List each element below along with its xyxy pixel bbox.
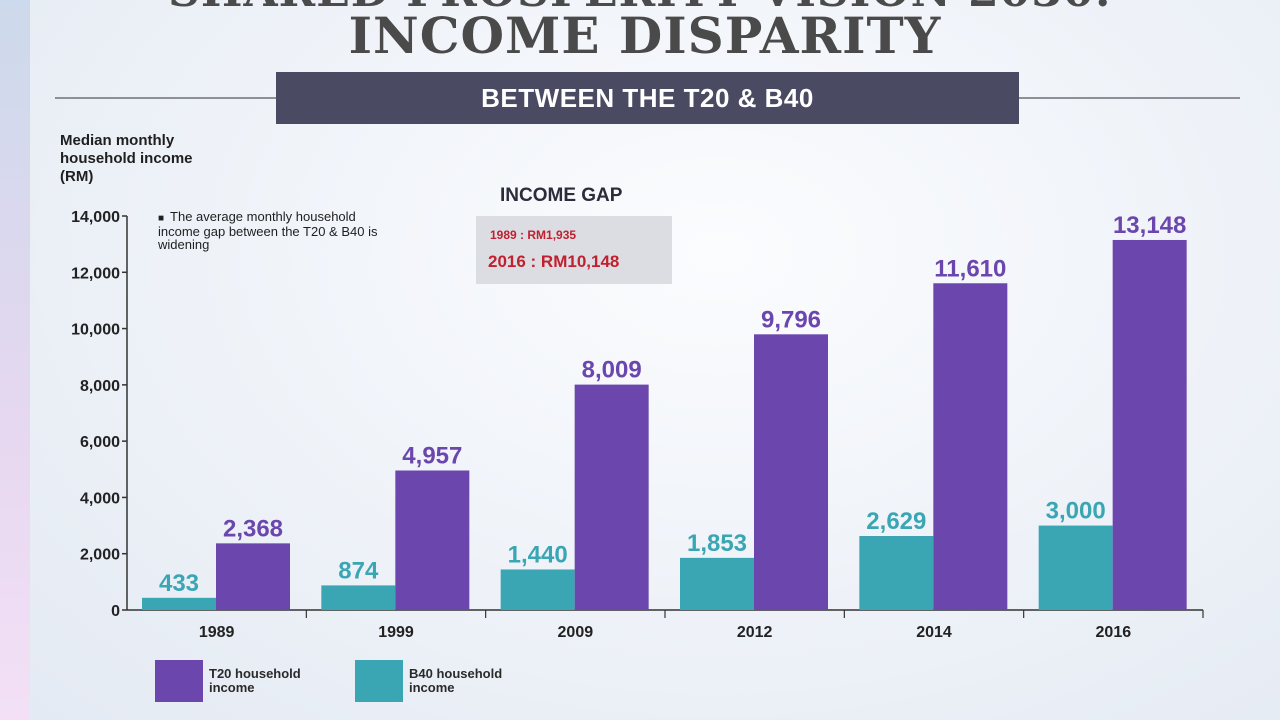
divider-right	[1019, 97, 1240, 99]
bar-t20	[574, 384, 649, 610]
x-tick-label: 2014	[916, 624, 952, 641]
page-title: INCOME DISPARITY	[348, 6, 942, 65]
data-label-t20: 8,009	[582, 357, 642, 384]
income-gap-1989: 1989 : RM1,935	[490, 228, 577, 242]
income-gap-2016: 2016 : RM10,148	[488, 252, 620, 271]
bar-t20	[754, 334, 828, 610]
left-edge-decoration	[0, 0, 30, 720]
y-tick-label: 12,000	[71, 265, 120, 282]
y-tick-label: 2,000	[80, 547, 120, 564]
legend-swatch-t20	[155, 660, 203, 702]
bar-t20	[1112, 239, 1187, 610]
bar-b40	[859, 536, 934, 610]
y-tick-label: 0	[111, 603, 120, 620]
data-label-b40: 874	[338, 557, 379, 584]
x-tick-label: 2012	[737, 624, 773, 641]
data-label-b40: 1,440	[508, 541, 568, 568]
bar-b40	[1038, 525, 1113, 610]
y-tick-label: 10,000	[71, 322, 120, 339]
legend-swatch-b40	[355, 660, 403, 702]
y-tick-label: 4,000	[80, 490, 120, 507]
data-label-b40: 2,629	[866, 508, 926, 535]
bar-b40	[142, 597, 216, 610]
y-tick-label: 8,000	[80, 378, 120, 395]
x-tick-label: 1999	[378, 624, 414, 641]
y-axis-title: Median monthly household income (RM)	[60, 132, 193, 185]
income-gap-title: INCOME GAP	[500, 185, 623, 206]
data-label-t20: 11,610	[934, 255, 1006, 282]
bar-t20	[933, 283, 1008, 610]
data-label-t20: 9,796	[761, 306, 821, 333]
x-tick-label: 1989	[199, 624, 235, 641]
chart-note: ■ The average monthly household income ga…	[158, 210, 388, 251]
income-gap-box: 1989 : RM1,935 2016 : RM10,148	[476, 216, 672, 284]
bar-b40	[680, 557, 754, 610]
bullet-icon: ■	[158, 213, 165, 224]
subtitle-text: BETWEEN THE T20 & B40	[481, 82, 814, 113]
data-label-t20: 13,148	[1113, 212, 1186, 239]
subtitle-banner: BETWEEN THE T20 & B40	[276, 72, 1019, 124]
divider-left	[55, 97, 276, 99]
data-label-b40: 433	[159, 570, 199, 597]
legend-item-t20: T20 household income	[155, 660, 329, 702]
bar-t20	[395, 470, 470, 610]
bar-b40	[321, 585, 396, 610]
page-title-partial: SHARED PROSPERITY VISION 2030:	[0, 0, 1280, 17]
data-label-t20: 4,957	[402, 442, 462, 469]
y-tick-label: 14,000	[71, 209, 120, 226]
legend-label-b40: B40 household income	[409, 666, 503, 695]
legend-label-t20: T20 household income	[209, 666, 301, 695]
data-label-b40: 3,000	[1046, 498, 1106, 525]
y-tick-label: 6,000	[80, 434, 120, 451]
chart-note-text: The average monthly household income gap…	[158, 209, 378, 252]
x-tick-label: 2009	[558, 624, 594, 641]
bar-t20	[216, 543, 290, 610]
data-label-t20: 2,368	[223, 515, 283, 542]
legend-item-b40: B40 household income	[355, 660, 529, 702]
data-label-b40: 1,853	[687, 530, 747, 557]
bar-b40	[500, 569, 575, 610]
x-tick-label: 2016	[1096, 624, 1132, 641]
